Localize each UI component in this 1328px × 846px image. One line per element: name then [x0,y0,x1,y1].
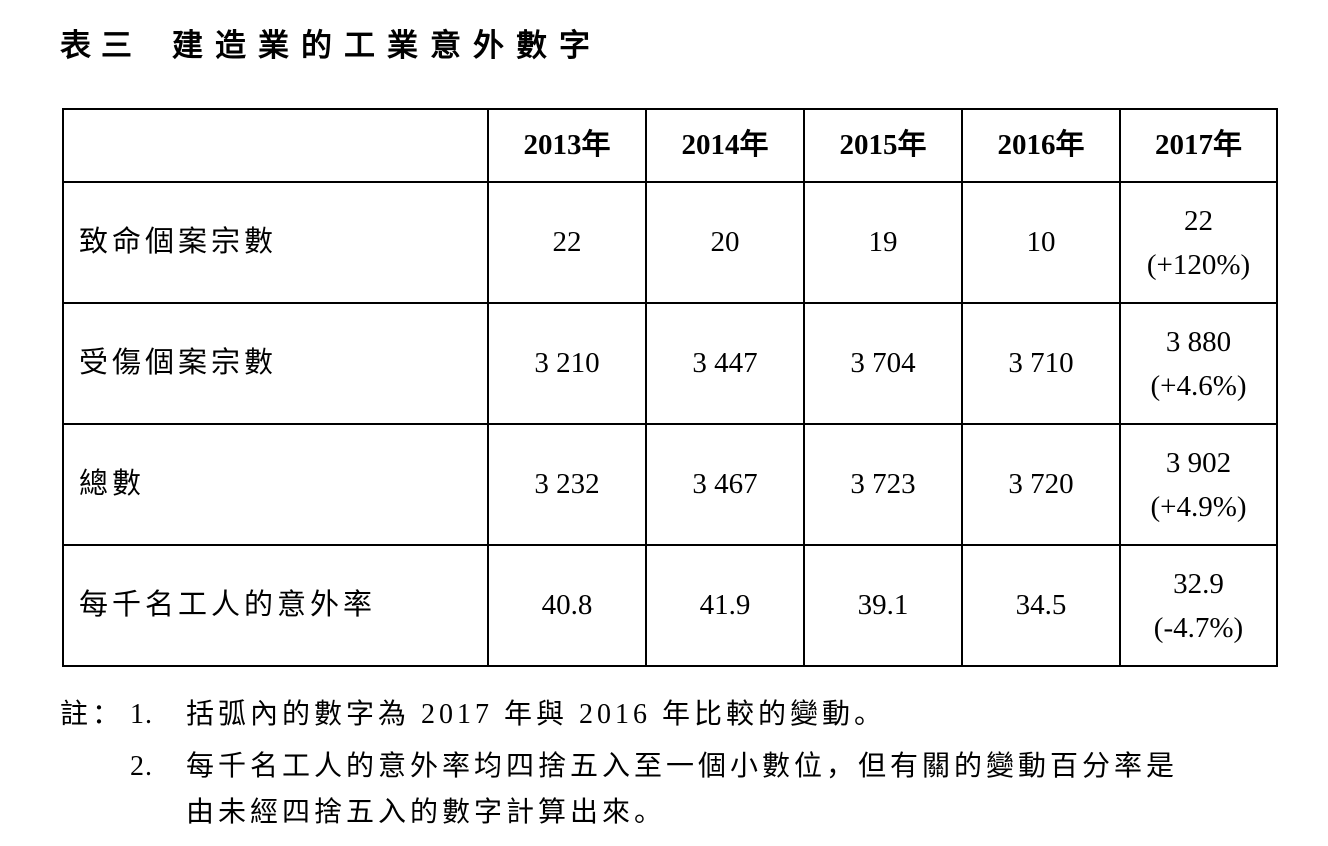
header-year-2016: 2016年 [961,108,1121,183]
header-year-2017: 2017年 [1119,108,1278,183]
cell-2017-value: 22 [1184,204,1213,237]
row-label: 每千名工人的意外率 [62,544,489,667]
footnote-2-line2: 由未經四捨五入的數字計算出來。 [186,797,667,828]
cell-2017-value: 3 902 [1165,446,1232,479]
cell-value: 3 704 [803,302,963,425]
header-year-2013: 2013年 [487,108,647,183]
footnote-2-text: 每千名工人的意外率均四捨五入至一個小數位，但有關的變動百分率是 由未經四捨五入的… [186,744,1178,836]
cell-value-2017: 22 (+120%) [1119,181,1278,304]
row-label: 總數 [62,423,489,546]
table-row-fatal-cases: 致命個案宗數 22 20 19 10 22 (+120%) [62,181,1278,304]
cell-value: 39.1 [803,544,963,667]
table-row-injury-cases: 受傷個案宗數 3 210 3 447 3 704 3 710 3 880 (+4… [62,302,1278,425]
footnotes: 註： 1. 括弧內的數字為 2017 年與 2016 年比較的變動。 2. 每千… [60,692,1178,836]
cell-value: 19 [803,181,963,304]
footnote-1: 註： 1. 括弧內的數字為 2017 年與 2016 年比較的變動。 [60,692,1178,738]
row-label: 受傷個案宗數 [62,302,489,425]
cell-value-2017: 3 880 (+4.6%) [1119,302,1278,425]
cell-value: 20 [645,181,805,304]
cell-value: 22 [487,181,647,304]
cell-value: 3 447 [645,302,805,425]
cell-value: 3 723 [803,423,963,546]
cell-value: 3 232 [487,423,647,546]
footnote-2-line1: 每千名工人的意外率均四捨五入至一個小數位，但有關的變動百分率是 [186,751,1179,782]
cell-2017-value: 3 880 [1165,325,1232,358]
cell-value: 3 720 [961,423,1121,546]
cell-2017-value: 32.9 [1173,567,1224,600]
footnote-1-number: 1. [130,699,153,730]
footnote-2: 2. 每千名工人的意外率均四捨五入至一個小數位，但有關的變動百分率是 由未經四捨… [60,744,1178,836]
cell-2017-change: (+4.9%) [1150,490,1247,523]
cell-2017-change: (+4.6%) [1150,369,1247,402]
header-year-2015: 2015年 [803,108,963,183]
cell-value-2017: 32.9 (-4.7%) [1119,544,1278,667]
cell-value: 34.5 [961,544,1121,667]
table-row-total: 總數 3 232 3 467 3 723 3 720 3 902 (+4.9%) [62,423,1278,546]
table-title-text: 建造業的工業意外數字 [172,28,602,63]
cell-2017-change: (+120%) [1146,248,1251,281]
cell-value: 3 467 [645,423,805,546]
footnote-1-text: 括弧內的數字為 2017 年與 2016 年比較的變動。 [186,699,887,730]
cell-2017-change: (-4.7%) [1153,611,1244,644]
page-title: 表三 建造業的工業意外數字 [60,20,602,65]
cell-value: 40.8 [487,544,647,667]
cell-value: 3 710 [961,302,1121,425]
footnote-prefix: 註： [60,699,125,730]
table-header-row: 2013年 2014年 2015年 2016年 2017年 [62,108,1278,183]
row-label: 致命個案宗數 [62,181,489,304]
header-empty-cell [62,108,489,183]
cell-value: 10 [961,181,1121,304]
cell-value: 41.9 [645,544,805,667]
cell-value: 3 210 [487,302,647,425]
table-number-label: 表三 [60,28,142,63]
table-row-accident-rate: 每千名工人的意外率 40.8 41.9 39.1 34.5 32.9 (-4.7… [62,544,1278,667]
footnote-2-number: 2. [130,751,153,782]
accidents-table: 2013年 2014年 2015年 2016年 2017年 致命個案宗數 22 … [62,108,1278,667]
cell-value-2017: 3 902 (+4.9%) [1119,423,1278,546]
header-year-2014: 2014年 [645,108,805,183]
